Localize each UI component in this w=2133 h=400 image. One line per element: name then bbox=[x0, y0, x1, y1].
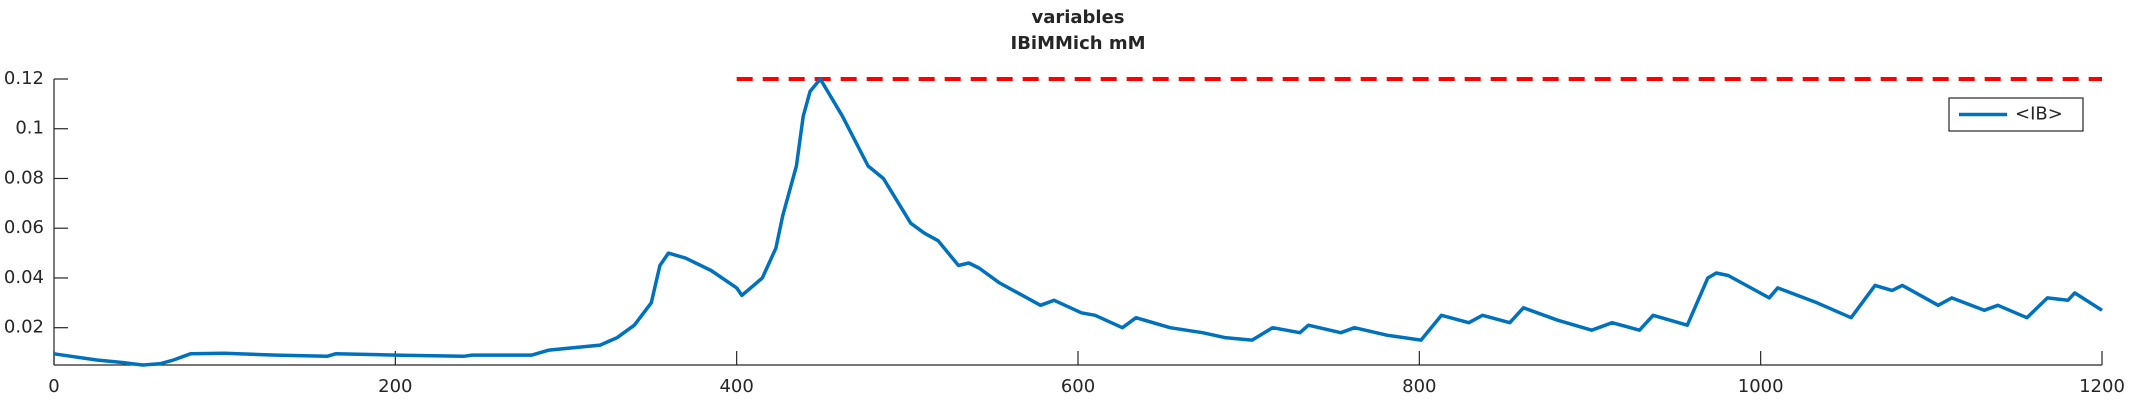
chart-title: IBiMMich mM bbox=[1011, 33, 1146, 54]
y-tick-label: 0.06 bbox=[4, 217, 44, 238]
x-tick-label: 600 bbox=[1061, 376, 1095, 397]
data-line bbox=[53, 77, 2103, 367]
x-tick-label: 0 bbox=[48, 376, 59, 397]
y-tick-label: 0.02 bbox=[4, 317, 44, 338]
chart-title: variables bbox=[1031, 7, 1124, 28]
y-tick-label: 0.1 bbox=[15, 118, 44, 139]
x-tick-label: 1000 bbox=[1738, 376, 1784, 397]
legend-label: <IB> bbox=[2015, 104, 2063, 125]
y-tick-label: 0.04 bbox=[4, 267, 44, 288]
x-tick-label: 1200 bbox=[2079, 376, 2125, 397]
x-tick-label: 800 bbox=[1402, 376, 1436, 397]
y-tick-label: 0.12 bbox=[4, 68, 44, 89]
x-tick-label: 200 bbox=[378, 376, 412, 397]
x-tick-label: 400 bbox=[719, 376, 753, 397]
y-tick-label: 0.08 bbox=[4, 167, 44, 188]
